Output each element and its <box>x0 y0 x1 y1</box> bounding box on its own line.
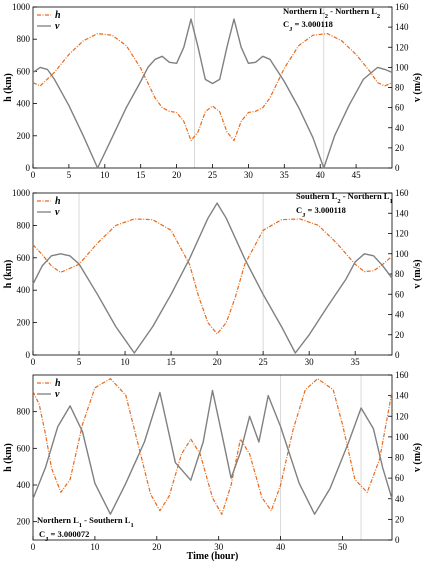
jacobi-constant-label: CJ = 3.000118 <box>283 19 333 33</box>
x-tick-label: 10 <box>100 170 110 180</box>
y-tick-label-left: 200 <box>17 318 31 328</box>
x-tick-label: 40 <box>276 542 286 552</box>
y-axis-label-left: h (km) <box>3 73 14 102</box>
y-tick-label-right: 20 <box>395 143 405 153</box>
series-line-h <box>32 218 393 335</box>
y-axis-label-right: v (m/s) <box>412 443 423 472</box>
y-tick-label-left: 600 <box>17 443 31 453</box>
legend-label-h: h <box>55 196 61 207</box>
x-tick-label: 35 <box>280 170 290 180</box>
y-tick-label-right: 120 <box>395 42 409 52</box>
jacobi-constant-label: CJ = 3.000072 <box>39 529 89 543</box>
legend-label-v: v <box>55 21 60 32</box>
y-axis-label-right: v (m/s) <box>412 259 423 288</box>
y-tick-label-right: 80 <box>395 83 405 93</box>
legend-label-h: h <box>55 10 61 21</box>
y-tick-label-left: 200 <box>17 131 31 141</box>
y-axis-label-left: h (km) <box>3 443 14 472</box>
y-tick-label-left: 600 <box>17 253 31 263</box>
series-line-v <box>32 18 393 169</box>
y-tick-label-right: 80 <box>395 453 405 463</box>
x-tick-label: 15 <box>136 170 146 180</box>
x-tick-label: 5 <box>77 357 82 367</box>
x-tick-label: 45 <box>352 170 362 180</box>
y-tick-label-left: 0 <box>26 350 31 360</box>
x-tick-label: 30 <box>305 357 315 367</box>
y-tick-label-right: 40 <box>395 123 405 133</box>
x-tick-label: 25 <box>259 357 269 367</box>
transfer-annotation: Northern L2 - Northern L2 <box>283 6 380 20</box>
x-tick-label: 0 <box>31 542 36 552</box>
y-tick-label-left: 1000 <box>12 188 31 198</box>
y-tick-label-right: 100 <box>395 62 409 72</box>
plot-frame <box>32 192 393 356</box>
x-tick-label: 30 <box>244 170 254 180</box>
y-tick-label-right: 20 <box>395 330 405 340</box>
x-tick-label: 10 <box>90 542 100 552</box>
y-tick-label-left: 200 <box>17 517 31 527</box>
y-tick-label-right: 0 <box>395 163 400 173</box>
y-tick-label-right: 80 <box>395 269 405 279</box>
y-tick-label-right: 60 <box>395 103 405 113</box>
y-tick-label-left: 400 <box>17 99 31 109</box>
y-tick-label-right: 0 <box>395 350 400 360</box>
panel-bottom: 0 10 20 30 40 50 200 400 600 800 0 20 40 60 80 100 120 14… <box>3 370 423 562</box>
y-tick-label-right: 40 <box>395 310 405 320</box>
y-tick-label-right: 140 <box>395 22 409 32</box>
x-tick-label: 20 <box>152 542 162 552</box>
y-tick-label-right: 120 <box>395 229 409 239</box>
x-tick-label: 10 <box>121 357 131 367</box>
y-tick-label-right: 160 <box>395 370 409 380</box>
legend-label-v: v <box>55 207 60 218</box>
series-line-v <box>32 202 393 354</box>
y-tick-label-right: 120 <box>395 411 409 421</box>
x-tick-label: 0 <box>31 170 36 180</box>
y-tick-label-right: 60 <box>395 289 405 299</box>
transfer-annotation: Southern L2 - Northern L1 <box>296 191 393 205</box>
x-tick-label: 25 <box>208 170 218 180</box>
x-tick-label: 35 <box>351 357 361 367</box>
x-tick-label: 15 <box>167 357 177 367</box>
y-tick-label-left: 400 <box>17 285 31 295</box>
y-tick-label-right: 100 <box>395 432 409 442</box>
x-tick-label: 40 <box>316 170 326 180</box>
y-tick-label-right: 40 <box>395 494 405 504</box>
y-axis-label-right: v (m/s) <box>412 73 423 102</box>
series-line-h <box>32 32 393 142</box>
y-tick-label-left: 800 <box>17 407 31 417</box>
x-tick-label: 30 <box>214 542 224 552</box>
y-tick-label-right: 20 <box>395 514 405 524</box>
panel-top: 0 5 10 15 20 25 30 35 40 45 0 200 400 600 800 1000 0 20 40… <box>3 2 423 180</box>
y-axis-label-left: h (km) <box>3 260 14 289</box>
series-line-v <box>32 389 393 515</box>
y-tick-label-left: 1000 <box>12 2 31 12</box>
y-tick-label-left: 400 <box>17 480 31 490</box>
y-tick-label-left: 800 <box>17 220 31 230</box>
panel-middle: 0 5 10 15 20 25 30 35 0 200 400 600 800 1000 0 20 40 60 80… <box>3 188 423 367</box>
legend-label-h: h <box>55 378 61 389</box>
y-tick-label-left: 600 <box>17 66 31 76</box>
x-tick-label: 0 <box>31 357 36 367</box>
y-tick-label-right: 140 <box>395 208 409 218</box>
y-tick-label-right: 60 <box>395 473 405 483</box>
y-tick-label-left: 0 <box>26 163 31 173</box>
series-line-h <box>32 378 393 515</box>
y-tick-label-right: 160 <box>395 188 409 198</box>
jacobi-constant-label: CJ = 3.000118 <box>296 205 346 219</box>
legend-label-v: v <box>55 389 60 400</box>
transfer-annotation: Northern L1 - Southern L1 <box>37 515 134 529</box>
x-axis-label: Time (hour) <box>187 551 239 562</box>
y-tick-label-left: 800 <box>17 34 31 44</box>
y-tick-label-right: 140 <box>395 391 409 401</box>
y-tick-label-right: 0 <box>395 535 400 545</box>
y-tick-label-right: 100 <box>395 249 409 259</box>
x-tick-label: 20 <box>213 357 223 367</box>
x-tick-label: 20 <box>172 170 182 180</box>
x-tick-label: 5 <box>67 170 72 180</box>
x-tick-label: 50 <box>338 542 348 552</box>
y-tick-label-right: 160 <box>395 2 409 12</box>
